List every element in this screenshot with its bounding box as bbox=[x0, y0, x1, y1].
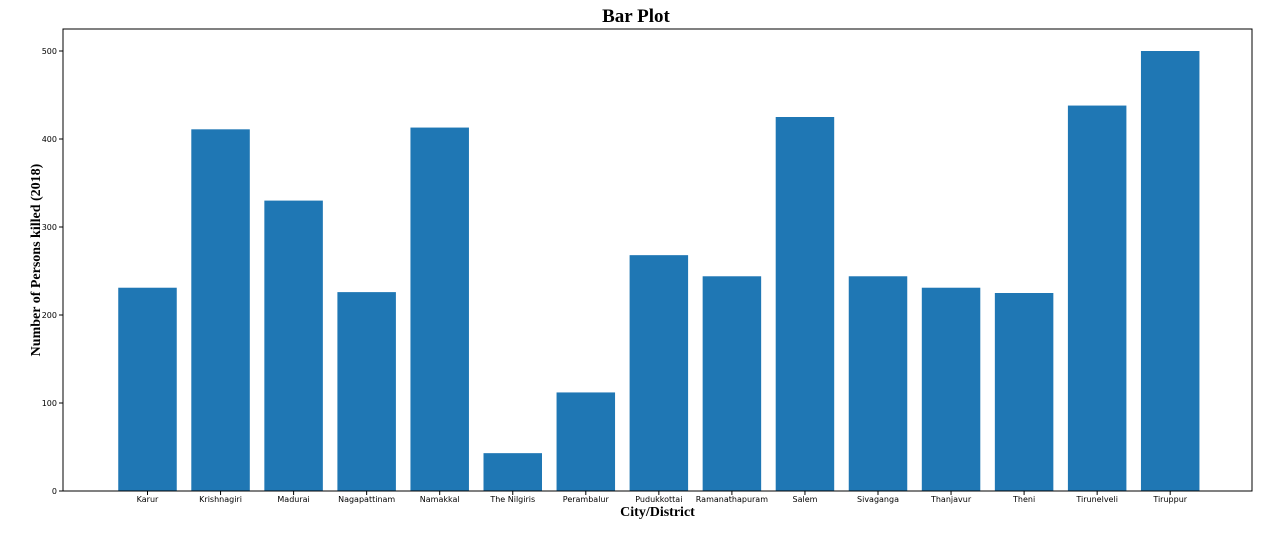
x-tick-label: Madurai bbox=[277, 495, 309, 504]
x-tick-label: Thanjavur bbox=[930, 495, 972, 504]
x-tick-label: Tirunelveli bbox=[1075, 495, 1118, 504]
bar-tirunelveli bbox=[1067, 105, 1127, 491]
bars-group bbox=[118, 51, 1200, 491]
x-tick-label: Namakkal bbox=[420, 495, 460, 504]
x-tick-label: Pudukkottai bbox=[635, 495, 682, 504]
y-tick-label: 200 bbox=[42, 311, 57, 320]
x-axis-label: City/District bbox=[620, 505, 695, 520]
bar-theni bbox=[994, 293, 1054, 491]
chart-title: Bar Plot bbox=[602, 6, 670, 27]
x-tick-label: Sivaganga bbox=[857, 495, 899, 504]
bar-nagapattinam bbox=[337, 292, 396, 491]
y-tick-label: 300 bbox=[42, 223, 57, 232]
bar-the-nilgiris bbox=[483, 453, 542, 491]
x-tick-label: Karur bbox=[137, 495, 159, 504]
y-axis-label: Number of Persons killed (2018) bbox=[29, 163, 44, 356]
bar-krishnagiri bbox=[191, 129, 250, 491]
bar-madurai bbox=[264, 200, 323, 491]
y-axis-ticks: 0 100 200 300 400 500 bbox=[42, 47, 63, 496]
x-tick-label: Krishnagiri bbox=[199, 495, 242, 504]
bar-sivaganga bbox=[848, 276, 908, 491]
x-axis-ticks: Karur Krishnagiri Madurai Nagapattinam Namak… bbox=[137, 491, 1188, 504]
y-tick-label: 100 bbox=[42, 399, 57, 408]
plot-frame bbox=[62, 28, 1253, 492]
x-tick-label: Perambalur bbox=[563, 495, 610, 504]
bar-perambalur bbox=[556, 392, 616, 491]
y-tick-label: 0 bbox=[52, 487, 57, 496]
x-tick-label: Nagapattinam bbox=[338, 495, 395, 504]
bar-ramanathapuram bbox=[702, 276, 762, 491]
bar-namakkal bbox=[410, 127, 469, 491]
bar-pudukkottai bbox=[629, 255, 689, 491]
bar-thanjavur bbox=[921, 287, 981, 491]
bar-tiruppur bbox=[1140, 51, 1200, 491]
bar-salem bbox=[775, 117, 835, 491]
x-tick-label: Tiruppur bbox=[1152, 495, 1187, 504]
y-tick-label: 400 bbox=[42, 135, 57, 144]
x-tick-label: Ramanathapuram bbox=[696, 495, 768, 504]
y-tick-label: 500 bbox=[42, 47, 57, 56]
x-tick-label: The Nilgiris bbox=[489, 495, 535, 504]
x-tick-label: Salem bbox=[792, 495, 817, 504]
x-tick-label: Theni bbox=[1012, 495, 1035, 504]
bar-karur bbox=[118, 287, 177, 491]
